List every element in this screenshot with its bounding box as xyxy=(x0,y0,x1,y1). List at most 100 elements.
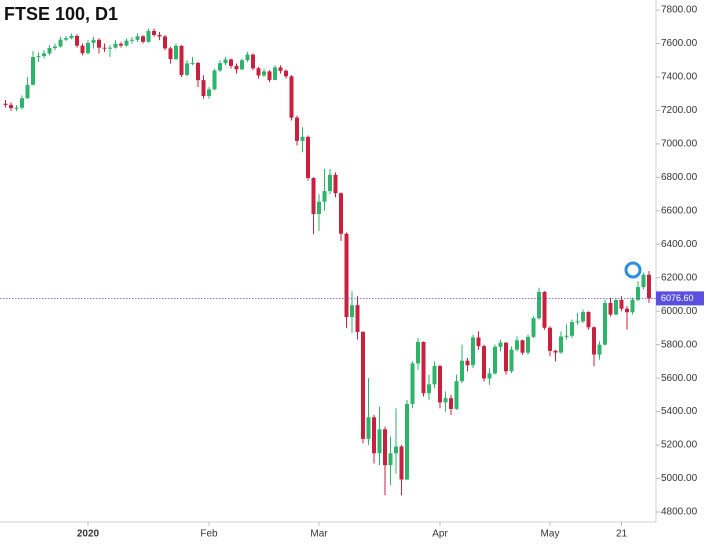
candle-body xyxy=(196,62,200,81)
y-tick-label: 6800.00 xyxy=(661,172,698,183)
candle-body xyxy=(284,70,288,77)
candle-body xyxy=(300,136,305,141)
candle-body xyxy=(410,363,415,404)
candle-body xyxy=(339,193,343,234)
candle-body xyxy=(608,302,613,315)
candle-body xyxy=(570,322,574,336)
candle-body xyxy=(597,344,602,355)
candle-body xyxy=(218,63,222,71)
candle-body xyxy=(647,274,651,299)
candle-body xyxy=(438,366,442,403)
candle-body xyxy=(443,398,448,403)
candle-body xyxy=(388,453,393,466)
candle-body xyxy=(3,103,8,105)
candle-body xyxy=(630,299,635,313)
candle-body xyxy=(399,446,404,480)
candle-body xyxy=(97,39,101,48)
candle-body xyxy=(405,403,409,480)
candle-body xyxy=(36,56,41,58)
candle-body xyxy=(31,57,35,85)
candle-body xyxy=(636,287,640,300)
y-tick-label: 4800.00 xyxy=(661,507,698,518)
candle-body xyxy=(64,38,68,40)
candle-body xyxy=(449,398,453,409)
candle-body xyxy=(20,98,24,108)
candle-body xyxy=(564,335,569,337)
candle-body xyxy=(80,45,85,54)
link-icon xyxy=(624,261,642,279)
candle-body xyxy=(460,360,464,382)
y-tick-label: 7000.00 xyxy=(661,139,698,150)
candle-body xyxy=(295,117,299,141)
candle-body xyxy=(185,63,189,75)
candle-body xyxy=(465,360,470,366)
x-tick-label: Mar xyxy=(310,529,328,540)
candle-body xyxy=(520,340,525,353)
y-tick-label: 5000.00 xyxy=(661,473,698,484)
y-tick-label: 6000.00 xyxy=(661,306,698,317)
candle-body xyxy=(317,201,321,214)
price-label-bg xyxy=(656,291,704,306)
candle-body xyxy=(47,48,52,54)
candle-body xyxy=(267,71,272,80)
candle-body xyxy=(553,350,558,353)
candle-body xyxy=(223,59,228,64)
candle-body xyxy=(240,60,244,70)
chart-title: FTSE 100, D1 xyxy=(4,4,118,24)
candle-body xyxy=(207,89,211,97)
candle-body xyxy=(432,366,437,385)
candle-body xyxy=(113,43,118,48)
candle-body xyxy=(350,305,354,318)
candle-body xyxy=(454,381,459,409)
candle-body xyxy=(383,429,387,466)
x-tick-label: May xyxy=(541,529,560,540)
price-label: 6076.60 xyxy=(661,293,694,303)
candle-body xyxy=(9,104,13,109)
candle-body xyxy=(75,35,79,46)
candle-body xyxy=(493,346,497,374)
candle-body xyxy=(157,34,162,37)
candle-body xyxy=(537,291,541,319)
y-tick-label: 7600.00 xyxy=(661,38,698,49)
y-tick-label: 6200.00 xyxy=(661,272,698,283)
candle-body xyxy=(377,429,382,454)
candle-body xyxy=(251,54,255,69)
candle-body xyxy=(581,312,585,322)
candle-body xyxy=(559,336,563,353)
candle-body xyxy=(163,36,167,49)
candle-body xyxy=(25,84,30,99)
candle-body xyxy=(91,39,96,43)
candle-body xyxy=(190,62,195,64)
candle-body xyxy=(355,305,360,332)
candle-body xyxy=(333,174,338,194)
candle-body xyxy=(586,312,591,328)
candle-body xyxy=(416,341,420,364)
candle-body xyxy=(119,43,123,46)
candle-body xyxy=(427,384,431,394)
y-tick-label: 5200.00 xyxy=(661,440,698,451)
candle-body xyxy=(53,46,57,49)
candle-body xyxy=(482,346,486,379)
x-tick-label: 21 xyxy=(616,529,628,540)
y-tick-label: 6400.00 xyxy=(661,239,698,250)
candle-body xyxy=(509,349,514,372)
candle-body xyxy=(487,373,492,379)
y-tick-label: 7800.00 xyxy=(661,5,698,16)
candle-body xyxy=(234,65,239,70)
candle-body xyxy=(498,342,503,347)
candle-body xyxy=(212,70,217,90)
candle-body xyxy=(526,336,530,353)
candle-body xyxy=(366,417,371,439)
candle-body xyxy=(328,174,332,192)
candle-body xyxy=(603,302,607,345)
candle-body xyxy=(58,39,63,47)
candle-body xyxy=(619,299,624,309)
y-tick-label: 5400.00 xyxy=(661,406,698,417)
candle-body xyxy=(361,331,365,439)
candle-body xyxy=(14,107,19,109)
candle-body xyxy=(311,178,316,214)
candle-body xyxy=(135,36,140,40)
